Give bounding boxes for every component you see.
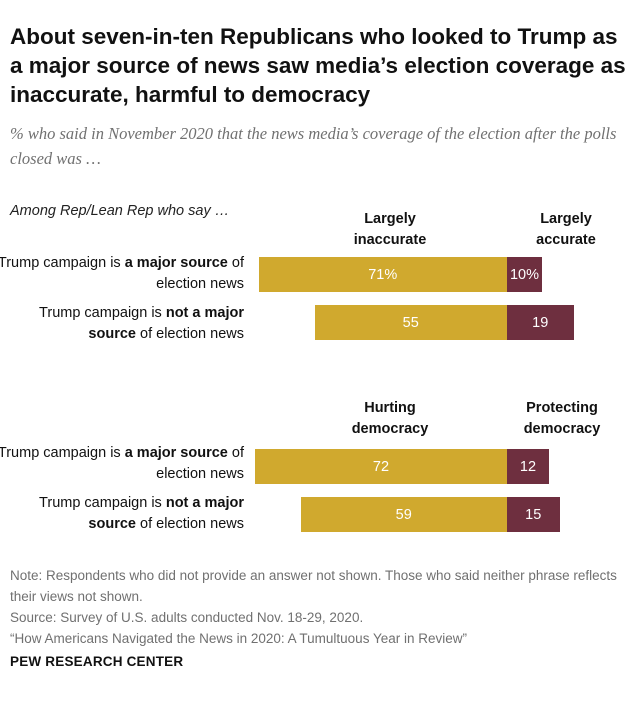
data-label: 72 xyxy=(372,458,390,475)
data-label: 19 xyxy=(532,314,549,331)
bar-largely-inaccurate: 71% xyxy=(258,257,507,292)
footer-report: “How Americans Navigated the News in 202… xyxy=(10,631,467,646)
series-header-largely-accurate: Largely accurate xyxy=(536,211,596,248)
bar-hurting-democracy: 72 xyxy=(255,449,507,484)
data-label: 12 xyxy=(519,458,537,475)
footer-source: Source: Survey of U.S. adults conducted … xyxy=(10,610,364,625)
pew-brand: PEW RESEARCH CENTER xyxy=(10,654,184,669)
row-label-major: Trump campaign is a major source of elec… xyxy=(0,445,244,482)
bar-largely-accurate: 19 xyxy=(507,305,574,340)
series-header-largely-inaccurate: Largely inaccurate xyxy=(353,211,427,248)
chart-subtitle: % who said in November 2020 that the new… xyxy=(10,124,617,168)
footer-note: Note: Respondents who did not provide an… xyxy=(10,568,617,604)
data-label: 55 xyxy=(402,314,419,331)
series-header-hurting-democracy: Hurting democracy xyxy=(351,400,429,437)
row-label-major: Trump campaign is a major source of elec… xyxy=(0,255,244,292)
bar-largely-accurate: 10% xyxy=(507,257,542,292)
bar-protecting-democracy: 15 xyxy=(507,497,560,532)
data-label: 71% xyxy=(368,266,398,283)
data-label: 59 xyxy=(395,506,412,523)
series-header-protecting-democracy: Protecting democracy xyxy=(523,400,601,437)
row-label-not-major: Trump campaign is not a major source of … xyxy=(39,495,244,532)
bar-hurting-democracy: 59 xyxy=(300,497,507,532)
row-label-not-major: Trump campaign is not a major source of … xyxy=(39,305,244,342)
chart-title: About seven-in-ten Republicans who looke… xyxy=(10,24,626,107)
data-label: 10% xyxy=(509,266,540,283)
bar-protecting-democracy: 12 xyxy=(507,449,549,484)
group-label: Among Rep/Lean Rep who say … xyxy=(10,203,230,219)
data-label: 15 xyxy=(525,506,542,523)
bar-largely-inaccurate: 55 xyxy=(314,305,507,340)
